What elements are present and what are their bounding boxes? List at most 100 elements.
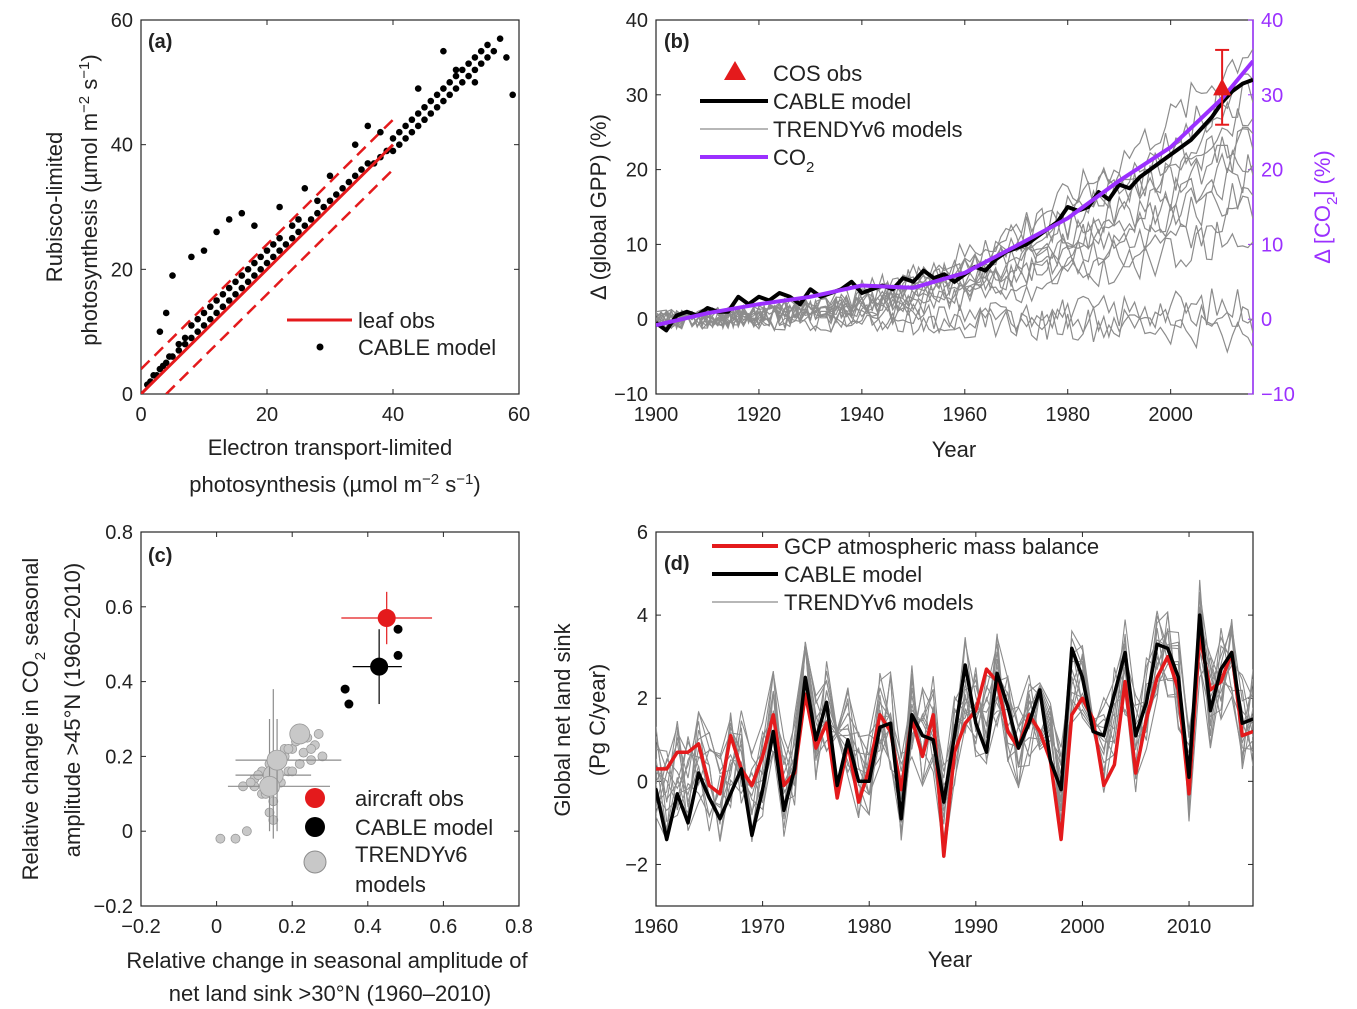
cable-model-point <box>200 309 208 317</box>
cable-model-point <box>446 91 454 99</box>
cable-model-point <box>471 54 479 61</box>
legend-co2: CO2 <box>773 145 814 176</box>
y-tick-label: 0 <box>122 821 133 843</box>
cable-model-point <box>225 297 233 304</box>
x-tick-label: 1940 <box>840 404 885 426</box>
legend-aircraft-obs-swatch <box>305 788 325 808</box>
cable-model-point <box>414 110 422 117</box>
legend-trendy-swatch <box>303 850 327 874</box>
panel-a-ylabel-line1: Rubisco-limited <box>42 132 67 282</box>
trendy-mean-point <box>266 749 288 771</box>
cable-model-point <box>200 322 208 329</box>
y-tick-label: 0.6 <box>105 597 133 619</box>
cable-model-line <box>656 613 1253 842</box>
trendy-point <box>294 758 305 769</box>
x-tick-label: 2010 <box>1167 916 1212 938</box>
trendy-points <box>215 689 342 844</box>
cable-model-point <box>276 234 283 242</box>
y-tick-label: 0 <box>637 771 648 793</box>
y-tick-label: 0.2 <box>105 746 133 768</box>
right-tick-label: −10 <box>1261 384 1295 406</box>
cable-model-point <box>175 340 183 348</box>
y-tick-label: 40 <box>111 135 133 157</box>
cable-model-point <box>257 253 265 261</box>
panel-d-ticks: 1960 1970 1980 1990 2000 2010 −2 0 2 4 6 <box>625 522 1253 938</box>
cable-model-point <box>345 178 353 186</box>
panel-a-ylabel-line2: photosynthesis (µmol m−2 s−1) <box>76 54 102 345</box>
x-tick-label: 20 <box>256 404 278 426</box>
legend-cable-model-swatch <box>316 343 324 351</box>
cable-model-point <box>396 128 403 136</box>
x-tick-label: 1900 <box>634 404 679 426</box>
x-tick-label: 60 <box>508 404 530 426</box>
cable-model-point <box>188 322 195 329</box>
y-tick-label: 30 <box>626 85 648 107</box>
y-tick-label: −10 <box>614 384 648 406</box>
right-tick-label: 30 <box>1261 85 1283 107</box>
cable-model-point <box>295 228 302 236</box>
panel-a-xlabel-line2: photosynthesis (µmol m−2 s−1) <box>189 471 480 497</box>
y-tick-label: 0.8 <box>105 522 133 544</box>
legend-trendy: TRENDYv6 models <box>784 590 974 615</box>
legend-cable-model: CABLE model <box>358 335 496 360</box>
cable-model-point <box>251 222 258 229</box>
x-tick-label: 1960 <box>943 404 988 426</box>
cable-model-point <box>314 197 321 205</box>
cable-model-point <box>175 347 183 354</box>
aircraft-obs-point <box>377 609 396 628</box>
cable-model-point <box>459 79 466 86</box>
cable-model-series <box>656 77 1253 333</box>
cable-model-point <box>251 272 258 279</box>
cable-model-series <box>656 613 1253 842</box>
cable-model-point <box>181 340 189 348</box>
cable-model-point <box>244 278 252 286</box>
co2-line <box>656 59 1253 328</box>
cable-model-point <box>276 247 283 254</box>
cable-model-point <box>452 66 460 74</box>
right-tick-label: 10 <box>1261 234 1283 256</box>
cable-model-point <box>351 172 359 180</box>
legend-cos-obs: COS obs <box>773 61 862 86</box>
cable-model-point <box>465 60 472 67</box>
cable-model-point <box>402 135 409 142</box>
cable-model-point <box>408 116 416 124</box>
panel-c-ylabel-line2: amplitude >45°N (1960–2010) <box>60 563 85 857</box>
legend-trendy: TRENDYv6 models <box>773 117 963 142</box>
trendy-point <box>287 766 298 777</box>
legend-cable-model-swatch <box>305 817 325 837</box>
cable-model-point <box>156 328 164 335</box>
cable-model-point <box>314 209 321 217</box>
cable-model-point <box>181 334 189 342</box>
cable-model-point <box>408 128 416 136</box>
cable-model-point <box>421 116 428 124</box>
y-tick-label: 40 <box>626 10 648 32</box>
trendy-point <box>241 826 252 837</box>
cable-model-point <box>270 241 277 248</box>
cable-model-point <box>232 290 239 298</box>
cable-model-point <box>162 359 170 367</box>
cable-model-point <box>477 47 485 55</box>
cable-model-point <box>421 103 428 111</box>
legend-cos-obs-swatch <box>724 61 746 80</box>
panel-a-axes-box <box>140 19 520 395</box>
cable-model-point <box>490 47 498 55</box>
panel-b-ticks: 1900 1920 1940 1960 1980 2000 −10 0 10 20 30 40 −10 0… <box>614 10 1295 426</box>
cable-model-point <box>295 216 302 223</box>
cable-model-point <box>326 197 334 205</box>
panel-d-label: (d) <box>664 553 690 575</box>
legend-trendy-line2: models <box>355 872 426 897</box>
panel-d-xlabel: Year <box>928 947 972 972</box>
x-tick-label: 2000 <box>1060 916 1105 938</box>
y-tick-label: 60 <box>111 10 133 32</box>
legend-cable-model: CABLE model <box>773 89 911 114</box>
cable-model-point <box>188 253 195 261</box>
cable-model-point <box>509 91 516 99</box>
panel-a-xlabel-line1: Electron transport-limited <box>208 435 453 460</box>
trendy-model-lines <box>656 48 1253 354</box>
trendy-model-line <box>656 195 1253 330</box>
trendy-point <box>306 744 317 754</box>
cable-model-point <box>433 103 441 111</box>
cable-model-point <box>282 241 290 248</box>
